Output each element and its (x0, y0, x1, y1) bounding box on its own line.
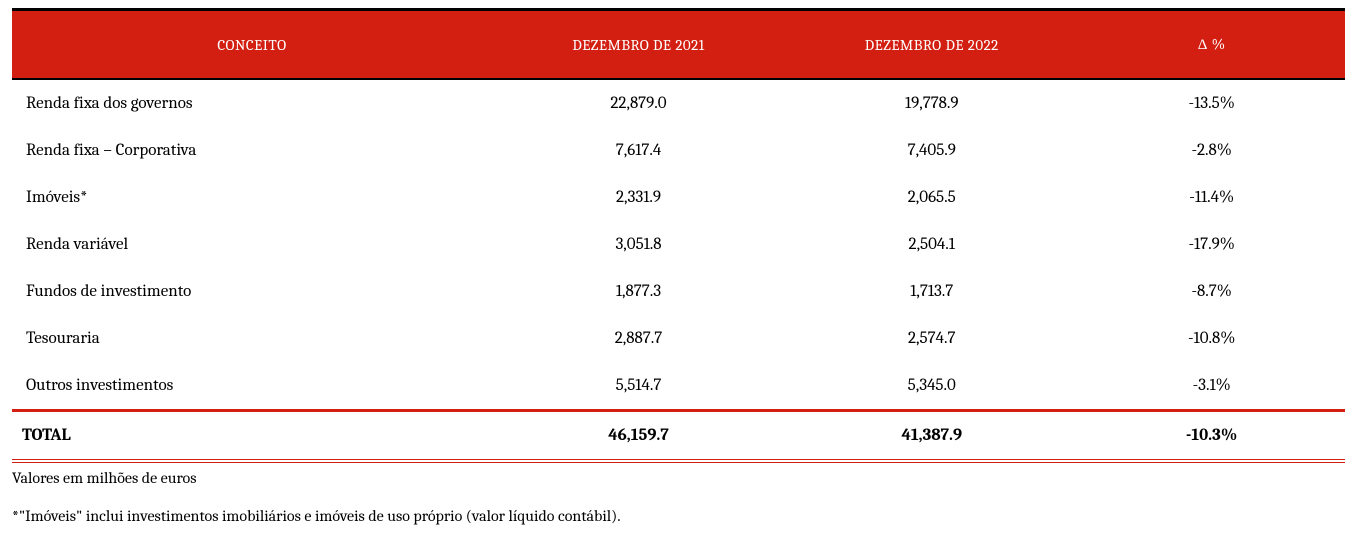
cell-delta: -3.1% (1078, 362, 1345, 411)
cell-dec22: 19,778.9 (785, 79, 1078, 127)
cell-dec22: 5,345.0 (785, 362, 1078, 411)
cell-concept: Fundos de investimento (12, 268, 492, 315)
col-header-concept: CONCEITO (12, 10, 492, 80)
cell-concept: Renda fixa – Corporativa (12, 127, 492, 174)
total-label: TOTAL (12, 411, 492, 462)
table-notes: Valores em milhões de euros *"Imóveis" i… (12, 469, 1345, 525)
note-units: Valores em milhões de euros (12, 469, 1345, 487)
cell-concept: Outros investimentos (12, 362, 492, 411)
cell-delta: -11.4% (1078, 174, 1345, 221)
table-row: Imóveis* 2,331.9 2,065.5 -11.4% (12, 174, 1345, 221)
cell-concept: Renda variável (12, 221, 492, 268)
cell-dec21: 2,331.9 (492, 174, 785, 221)
cell-dec22: 1,713.7 (785, 268, 1078, 315)
cell-dec22: 2,574.7 (785, 315, 1078, 362)
table-row: Renda fixa dos governos 22,879.0 19,778.… (12, 79, 1345, 127)
cell-concept: Tesouraria (12, 315, 492, 362)
table-row: Outros investimentos 5,514.7 5,345.0 -3.… (12, 362, 1345, 411)
table-header-row: CONCEITO DEZEMBRO DE 2021 DEZEMBRO DE 20… (12, 10, 1345, 80)
investment-table: CONCEITO DEZEMBRO DE 2021 DEZEMBRO DE 20… (12, 8, 1345, 463)
cell-delta: -17.9% (1078, 221, 1345, 268)
table-total-row: TOTAL 46,159.7 41,387.9 -10.3% (12, 411, 1345, 462)
col-header-delta: Δ % (1078, 10, 1345, 80)
table-row: Renda fixa – Corporativa 7,617.4 7,405.9… (12, 127, 1345, 174)
table-row: Tesouraria 2,887.7 2,574.7 -10.8% (12, 315, 1345, 362)
cell-dec21: 5,514.7 (492, 362, 785, 411)
table-body: Renda fixa dos governos 22,879.0 19,778.… (12, 79, 1345, 411)
col-header-dec22: DEZEMBRO DE 2022 (785, 10, 1078, 80)
cell-dec21: 22,879.0 (492, 79, 785, 127)
cell-dec21: 2,887.7 (492, 315, 785, 362)
table-row: Renda variável 3,051.8 2,504.1 -17.9% (12, 221, 1345, 268)
investment-table-wrap: CONCEITO DEZEMBRO DE 2021 DEZEMBRO DE 20… (12, 8, 1345, 525)
note-imoveis: *"Imóveis" inclui investimentos imobiliá… (12, 507, 1345, 525)
cell-delta: -2.8% (1078, 127, 1345, 174)
total-dec22: 41,387.9 (785, 411, 1078, 462)
total-delta: -10.3% (1078, 411, 1345, 462)
cell-dec22: 2,065.5 (785, 174, 1078, 221)
total-dec21: 46,159.7 (492, 411, 785, 462)
cell-dec22: 2,504.1 (785, 221, 1078, 268)
cell-dec21: 3,051.8 (492, 221, 785, 268)
cell-concept: Imóveis* (12, 174, 492, 221)
cell-delta: -10.8% (1078, 315, 1345, 362)
col-header-dec21: DEZEMBRO DE 2021 (492, 10, 785, 80)
cell-dec21: 1,877.3 (492, 268, 785, 315)
table-row: Fundos de investimento 1,877.3 1,713.7 -… (12, 268, 1345, 315)
table-footer: TOTAL 46,159.7 41,387.9 -10.3% (12, 411, 1345, 462)
cell-concept: Renda fixa dos governos (12, 79, 492, 127)
cell-dec21: 7,617.4 (492, 127, 785, 174)
cell-delta: -13.5% (1078, 79, 1345, 127)
cell-delta: -8.7% (1078, 268, 1345, 315)
cell-dec22: 7,405.9 (785, 127, 1078, 174)
table-header: CONCEITO DEZEMBRO DE 2021 DEZEMBRO DE 20… (12, 10, 1345, 80)
